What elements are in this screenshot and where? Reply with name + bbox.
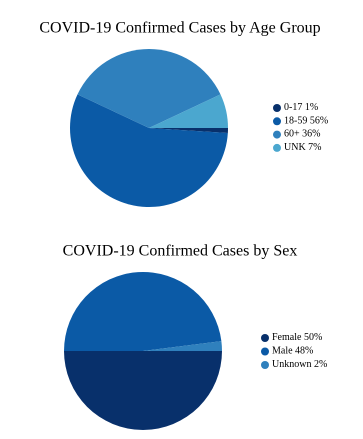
legend-value: 1%	[305, 102, 318, 113]
legend-label: 18-59 56%	[284, 116, 328, 127]
legend-label: UNK 7%	[284, 142, 322, 153]
legend-label: 0-17 1%	[284, 102, 318, 113]
legend-value: 50%	[304, 332, 322, 343]
pie-slice	[77, 48, 221, 128]
legend-category: Male	[272, 346, 293, 357]
legend-label: Unknown 2%	[272, 359, 327, 370]
legend-swatch	[261, 361, 269, 369]
legend-swatch	[273, 104, 281, 112]
legend-swatch	[273, 143, 281, 152]
pie-slice	[143, 341, 222, 351]
legend-category: 60+	[284, 129, 300, 140]
legend-category: 18-59	[284, 116, 307, 127]
legend-label: Male 48%	[272, 346, 313, 357]
pie-slice	[64, 351, 222, 430]
legend-category: Unknown	[272, 359, 311, 370]
pie-slice	[149, 94, 228, 128]
legend-value: 56%	[310, 116, 328, 127]
pie-slice	[64, 271, 222, 351]
legend-label: 60+ 36%	[284, 129, 320, 140]
legend-value: 36%	[302, 129, 320, 140]
legend-category: Female	[272, 332, 302, 343]
legend-category: 0-17	[284, 102, 302, 113]
legend-swatch	[261, 347, 269, 356]
chart-title: COVID-19 Confirmed Cases by Sex	[63, 243, 298, 260]
chart-title: COVID-19 Confirmed Cases by Age Group	[39, 20, 320, 37]
legend-value: 7%	[308, 142, 321, 153]
legend-label: Female 50%	[272, 332, 322, 343]
legend-category: UNK	[284, 142, 306, 153]
legend-swatch	[273, 130, 281, 139]
legend-value: 48%	[295, 346, 313, 357]
legend-swatch	[261, 334, 269, 342]
legend-value: 2%	[314, 359, 327, 370]
pie-slice	[70, 94, 228, 207]
legend-swatch	[273, 117, 281, 126]
pie-slice	[149, 128, 228, 133]
